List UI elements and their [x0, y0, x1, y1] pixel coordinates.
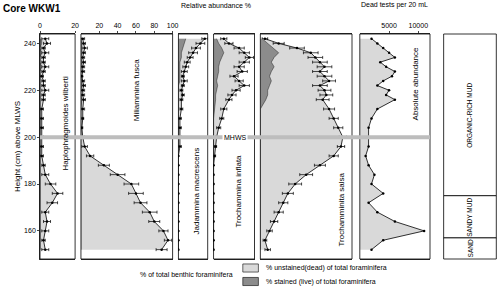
svg-text:180: 180 — [24, 180, 36, 187]
svg-text:20: 20 — [71, 22, 79, 29]
svg-text:Dead tests per 20 mL: Dead tests per 20 mL — [361, 1, 428, 9]
svg-text:200: 200 — [24, 134, 36, 141]
svg-text:% of total benthic foraminifer: % of total benthic foraminifera — [140, 271, 233, 278]
svg-text:5000: 5000 — [381, 22, 397, 29]
svg-text:Relative abundance %: Relative abundance % — [181, 2, 251, 9]
svg-text:Haplophragmoides wilberti: Haplophragmoides wilberti — [61, 76, 70, 170]
svg-text:100: 100 — [167, 22, 179, 29]
svg-text:0: 0 — [38, 22, 42, 29]
svg-text:60: 60 — [132, 22, 140, 29]
svg-text:SAND: SAND — [467, 239, 474, 257]
svg-text:Miliammina fusca: Miliammina fusca — [132, 59, 141, 121]
svg-text:20: 20 — [95, 22, 103, 29]
svg-text:MHWS: MHWS — [224, 134, 246, 141]
svg-text:ORGANIC-RICH MUD: ORGANIC-RICH MUD — [466, 83, 473, 148]
svg-text:Height (cm) above MLWS: Height (cm) above MLWS — [13, 101, 22, 192]
svg-text:220: 220 — [24, 87, 36, 94]
svg-text:Absolute abundance: Absolute abundance — [411, 47, 420, 121]
svg-text:% stained (live) of total fora: % stained (live) of total foraminifera — [266, 278, 376, 286]
svg-text:240: 240 — [24, 40, 36, 47]
svg-text:10000: 10000 — [409, 22, 429, 29]
svg-text:80: 80 — [150, 22, 158, 29]
svg-text:40: 40 — [114, 22, 122, 29]
svg-text:Core WKW1: Core WKW1 — [3, 3, 61, 14]
svg-text:Jadammina macrescens: Jadammina macrescens — [192, 148, 201, 235]
svg-text:SANDY MUD: SANDY MUD — [466, 198, 473, 237]
svg-text:Trochamminita salsa: Trochamminita salsa — [337, 172, 346, 246]
svg-text:% unstained(dead) of total for: % unstained(dead) of total foraminifera — [266, 264, 387, 272]
svg-text:160: 160 — [24, 227, 36, 234]
svg-text:Trochammina inflata: Trochammina inflata — [234, 155, 243, 228]
